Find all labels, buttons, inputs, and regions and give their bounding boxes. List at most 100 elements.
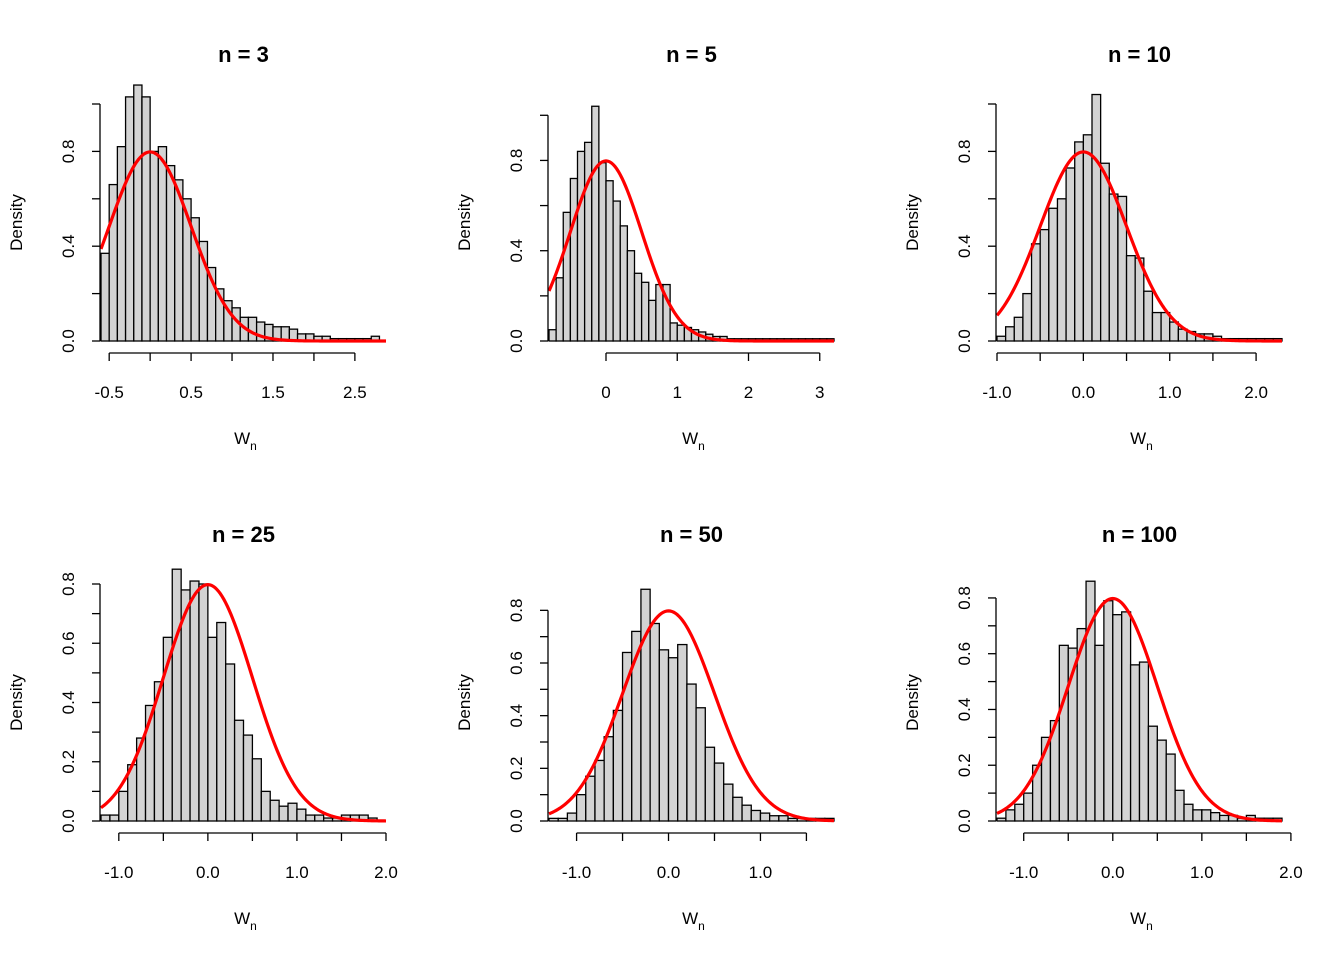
histogram-bar <box>1210 811 1221 822</box>
histogram-bar <box>996 335 1007 342</box>
y-tick-label: 0.0 <box>59 809 78 833</box>
x-axis-label: Wn <box>1130 429 1153 453</box>
histogram-bar <box>612 200 621 342</box>
histogram-bar <box>296 808 307 822</box>
x-tick-label: 0.0 <box>657 863 681 882</box>
histogram-bar <box>633 272 643 342</box>
x-tick-label: 3 <box>815 383 824 402</box>
histogram-bar <box>198 583 209 822</box>
x-tick-label: -0.5 <box>95 383 124 402</box>
histogram-bar <box>1058 644 1069 822</box>
histogram-bar <box>1125 255 1136 342</box>
histogram-bar <box>247 316 258 342</box>
y-tick-label: 0.6 <box>955 642 974 666</box>
x-tick-label: 1.5 <box>261 383 285 402</box>
histogram-bar <box>1030 243 1041 342</box>
histogram-bar <box>996 817 1007 822</box>
y-tick-label: 0.2 <box>507 757 526 781</box>
x-tick-label: 1.0 <box>1158 383 1182 402</box>
y-axis-label: Density <box>455 194 474 251</box>
histogram-bar <box>594 759 605 822</box>
x-axis-label-main: W <box>1130 909 1146 928</box>
x-axis-label: Wn <box>682 909 705 933</box>
histogram-bar <box>189 580 200 822</box>
x-tick-label: 0.5 <box>179 383 203 402</box>
y-tick-label: 0.0 <box>955 809 974 833</box>
panel-title: n = 3 <box>218 42 269 67</box>
x-tick-label: 2.0 <box>1279 863 1303 882</box>
histogram-bar <box>1201 809 1212 822</box>
x-tick-label: 0.0 <box>1072 383 1096 402</box>
histogram-bar <box>278 805 289 822</box>
histogram-bar <box>251 758 262 822</box>
y-tick-label: 0.6 <box>59 631 78 655</box>
normal-density-curve <box>548 609 835 823</box>
histogram-bar <box>676 324 686 342</box>
histogram-bar <box>704 746 716 822</box>
x-tick-label: 0.0 <box>196 863 220 882</box>
histogram-bar <box>612 709 624 822</box>
histogram-bar <box>741 804 752 822</box>
normal-density-curve <box>995 150 1283 343</box>
histogram-bar <box>557 817 569 822</box>
histogram-bar <box>566 812 578 822</box>
histogram-bar <box>1013 316 1024 342</box>
panel-6: n = 100 -1.0 0.0 1.0 2.0 0.0 0.2 0.4 0.6 0.8 Wn Den… <box>903 522 1303 933</box>
histogram-bar <box>576 150 586 342</box>
histogram-bar <box>305 814 316 822</box>
histogram-bar <box>1174 789 1185 822</box>
histogram-bar <box>569 177 579 342</box>
y-tick-label: 0.8 <box>59 572 78 596</box>
panel-title: n = 25 <box>212 522 275 547</box>
histogram-bar <box>658 649 670 822</box>
panel-3: n = 10 -1.0 0.0 1.0 2.0 0.0 0.4 0.8 Wn Density <box>903 42 1283 453</box>
histogram-bar <box>1112 614 1123 822</box>
histogram-bar <box>216 621 227 822</box>
histogram-bar <box>1082 134 1093 342</box>
x-axis-label: Wn <box>1130 909 1153 933</box>
histogram-bar <box>649 622 660 822</box>
x-tick-label: 1.0 <box>749 863 773 882</box>
histogram-bar <box>165 164 176 342</box>
histogram-bar <box>1165 753 1176 822</box>
histogram-bar <box>1147 725 1158 822</box>
x-tick-label: -1.0 <box>562 863 591 882</box>
x-axis-label: Wn <box>234 429 257 453</box>
x-axis-label-subscript: n <box>250 439 257 453</box>
x-tick-label: 0 <box>601 383 610 402</box>
histogram-bar <box>314 814 325 822</box>
histogram-bar <box>233 719 245 822</box>
panel-title: n = 50 <box>660 522 723 547</box>
histogram-bar <box>1005 809 1016 822</box>
histogram-bar <box>116 146 127 342</box>
x-axis-label: Wn <box>234 909 257 933</box>
histogram-bar <box>287 802 298 822</box>
x-axis-label-subscript: n <box>698 919 705 933</box>
histogram-bar <box>605 180 614 342</box>
y-tick-label: 0.0 <box>59 329 78 353</box>
histogram-bar <box>207 636 218 822</box>
histogram-bar <box>591 105 600 342</box>
panel-4: n = 25 -1.0 0.0 1.0 2.0 0.0 0.2 0.4 0.6 0.8 Wn Dens… <box>7 522 398 933</box>
histogram-bar <box>100 814 111 822</box>
x-tick-label: 1.0 <box>285 863 309 882</box>
histogram-bar <box>723 783 734 822</box>
x-axis-label-main: W <box>234 909 250 928</box>
histogram-bar <box>583 141 593 342</box>
histogram-bar <box>225 663 236 822</box>
histogram-bar <box>548 329 557 342</box>
histogram-bar <box>1103 600 1114 822</box>
histogram-bar <box>180 589 191 822</box>
histogram-bar <box>662 283 671 342</box>
histogram-bar <box>732 796 743 822</box>
histogram-bar <box>778 815 789 822</box>
histogram-bar <box>323 817 334 822</box>
y-tick-label: 0.4 <box>59 234 78 258</box>
histogram-bar <box>619 225 629 342</box>
histogram-bar <box>269 799 280 822</box>
histogram-bar <box>626 250 636 342</box>
histogram-bar <box>1065 167 1076 342</box>
histogram-bar <box>1056 198 1067 342</box>
panel-title: n = 10 <box>1108 42 1171 67</box>
